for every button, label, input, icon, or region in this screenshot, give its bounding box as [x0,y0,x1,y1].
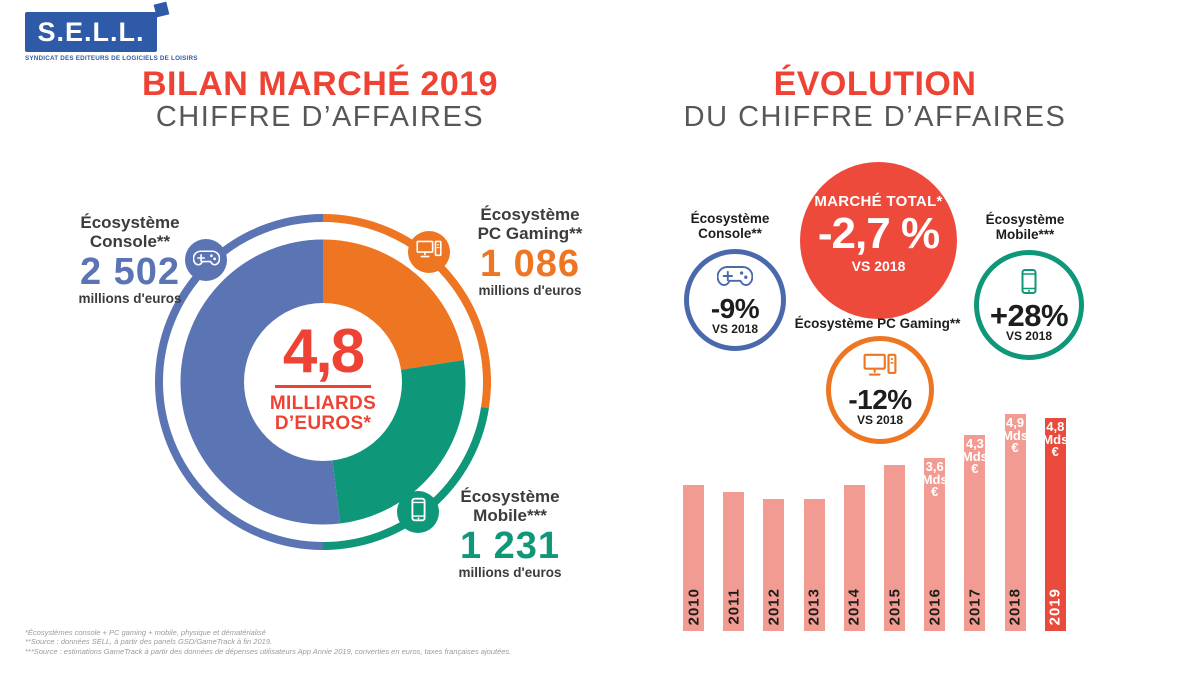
vs-2018-label: VS 2018 [856,413,904,427]
segment-name: PC Gaming** [477,224,583,243]
bar-value-label: 4,8 Mds € [1042,419,1069,459]
console-segment-label: Écosystème Console** 2 502 millions d'eu… [40,213,220,306]
pc-segment-label: Écosystème PC Gaming** 1 086 millions d'… [440,205,620,298]
mobile-badge-label: Écosystème Mobile*** [950,212,1100,242]
pc-badge-label: Écosystème PC Gaming** [790,316,965,331]
segment-name: Écosystème [460,487,560,506]
console-evolution-value: -9% [710,293,760,324]
right-subtitle: DU CHIFFRE D’AFFAIRES [683,101,1067,133]
bar-year-label: 2016 [926,587,944,625]
badge-label-line: Écosystème [985,212,1065,227]
sell-logo-text: S.E.L.L. [37,16,145,47]
bar-year-label: 2010 [685,587,702,625]
sell-logo-tagline: SYNDICAT DES EDITEURS DE LOGICIELS DE LO… [25,55,198,62]
smartphone-icon [1021,268,1037,300]
bar-2013: 2013 [803,499,825,631]
segment-unit: millions d'euros [78,291,182,306]
donut-segment [321,239,464,372]
bar-2015: 2015 [884,465,905,631]
bar-year-label: 2018 [1006,587,1024,625]
console-badge-label: Écosystème Console** [655,211,805,241]
bar-2019: 4,8 Mds € 2019 [1042,418,1068,631]
vs-2018-label: VS 2018 [851,258,906,274]
badge-label-line: Écosystème [690,211,770,226]
sell-logo-box: S.E.L.L. [25,1,170,52]
smartphone-icon [410,497,426,527]
left-subtitle: CHIFFRE D’AFFAIRES [155,101,485,133]
bar-year-label: 2017 [966,587,984,625]
donut-segment [180,239,341,525]
right-title: ÉVOLUTION [773,65,977,103]
bar-2018: 4,9 Mds € 2018 [1002,414,1028,631]
donut-chart [180,239,466,525]
bar-value-label: 3,6 Mds € [921,459,948,499]
sell-logo: S.E.L.L. SYNDICAT DES EDITEURS DE LOGICI… [25,1,198,62]
left-title: BILAN MARCHÉ 2019 [141,65,499,103]
mobile-segment-label: Écosystème Mobile*** 1 231 millions d'eu… [425,487,595,580]
bar-2012: 2012 [763,499,785,631]
outer-ring-arc [155,214,324,550]
segment-name: Écosystème [80,213,180,232]
console-revenue-value: 2 502 [79,251,181,293]
total-unit-line1: MILLIARDS [269,393,377,414]
segment-name: Écosystème [480,205,580,224]
mobile-marker [397,491,439,533]
total-unit-line2: D’EUROS* [274,413,372,434]
footnotes: *Écosystèmes console + PC gaming + mobil… [25,628,511,656]
bar-2017: 4,3 Mds € 2017 [962,435,988,631]
right-title-block: ÉVOLUTION DU CHIFFRE D’AFFAIRES [650,66,1100,133]
bar-value-label: 4,9 Mds € [1002,415,1029,455]
bar-2011: 2011 [723,492,745,631]
bar-year-label: 2013 [805,587,823,625]
desktop-pc-icon [416,240,442,265]
bar-value-label: 4,3 Mds € [961,436,988,476]
sell-logo-accent-square [153,1,170,18]
mobile-evolution-badge: +28% VS 2018 [974,250,1084,360]
console-marker [185,239,227,281]
segment-name: Console** [89,232,171,251]
gamepad-icon [716,264,754,293]
badge-label-line: Mobile*** [995,227,1055,242]
console-evolution-badge: -9% VS 2018 [684,249,786,351]
badge-label-line: Écosystème PC Gaming** [794,316,961,331]
footnote-line: ***Source : estimations GameTrack à part… [25,646,512,656]
desktop-pc-icon [863,353,897,384]
bar-2016: 3,6 Mds € 2016 [922,458,948,631]
left-title-block: BILAN MARCHÉ 2019 CHIFFRE D’AFFAIRES [110,66,530,133]
donut-center: 4,8 MILLIARDS D’EUROS* [244,303,402,461]
total-market-value: 4,8 [282,317,365,386]
pc-marker [408,231,450,273]
mobile-revenue-value: 1 231 [459,525,561,567]
bar-2010: 2010 [683,485,704,631]
total-market-evolution: -2,7 % [817,209,940,258]
outer-ring-arc [322,214,491,409]
segment-name: Mobile*** [473,506,547,525]
bar-year-label: 2015 [886,587,903,625]
bar-year-label: 2014 [845,587,863,625]
bar-2014: 2014 [843,485,865,631]
badge-label-line: Console** [698,226,762,241]
pc-evolution-badge: -12% VS 2018 [826,336,934,444]
divider-line [275,385,371,388]
gamepad-icon [192,249,220,272]
total-market-badge: MARCHÉ TOTAL* -2,7 % VS 2018 [800,162,957,319]
segment-unit: millions d'euros [458,565,562,580]
mobile-evolution-value: +28% [989,297,1069,333]
footnote-line: *Écosystèmes console + PC gaming + mobil… [25,628,266,637]
footnote-line: **Source : données SELL, à partir des pa… [25,637,273,647]
bar-year-label: 2019 [1046,587,1064,625]
vs-2018-label: VS 2018 [1005,328,1053,343]
total-market-label: MARCHÉ TOTAL* [814,193,943,210]
bar-year-label: 2011 [725,588,743,625]
donut-segment [331,360,466,524]
bar-year-label: 2012 [765,587,783,625]
pc-evolution-value: -12% [848,384,912,415]
revenue-bar-chart: 2010 2011 2012 2013 2014 2015 3,6 Mds € 2016 4,3 Md… [683,400,1088,631]
pc-revenue-value: 1 086 [479,243,581,285]
vs-2018-label: VS 2018 [711,322,759,336]
segment-unit: millions d'euros [478,283,582,298]
